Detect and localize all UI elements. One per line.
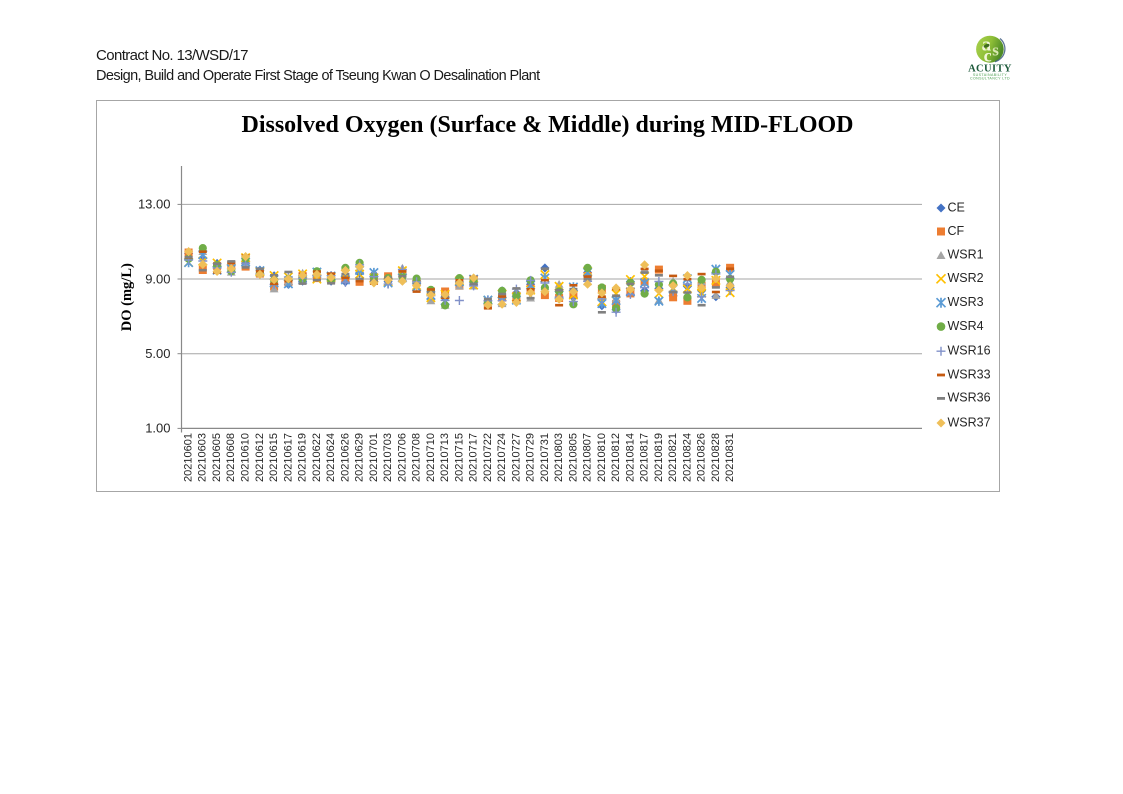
svg-text:20210610: 20210610 — [240, 433, 252, 482]
svg-text:20210706: 20210706 — [396, 433, 408, 482]
svg-text:CF: CF — [948, 224, 965, 238]
svg-text:20210701: 20210701 — [368, 433, 380, 482]
svg-text:WSR33: WSR33 — [948, 367, 991, 381]
svg-text:WSR16: WSR16 — [948, 343, 991, 357]
svg-text:20210814: 20210814 — [624, 433, 636, 482]
svg-text:WSR3: WSR3 — [948, 295, 984, 309]
svg-text:20210729: 20210729 — [525, 433, 537, 482]
svg-text:20210803: 20210803 — [553, 433, 565, 482]
svg-text:CONSULTANCY LTD: CONSULTANCY LTD — [970, 77, 1010, 81]
svg-text:20210603: 20210603 — [197, 433, 209, 482]
svg-text:20210731: 20210731 — [539, 433, 551, 482]
svg-text:WSR2: WSR2 — [948, 271, 984, 285]
svg-text:20210810: 20210810 — [596, 433, 608, 482]
svg-text:20210828: 20210828 — [710, 433, 722, 482]
svg-text:20210724: 20210724 — [496, 433, 508, 482]
svg-text:WSR1: WSR1 — [948, 247, 984, 261]
svg-text:20210626: 20210626 — [339, 433, 351, 482]
svg-text:20210807: 20210807 — [582, 433, 594, 482]
svg-text:20210805: 20210805 — [567, 433, 579, 482]
svg-text:WSR36: WSR36 — [948, 391, 991, 405]
svg-text:20210812: 20210812 — [610, 433, 622, 482]
svg-text:20210708: 20210708 — [411, 433, 423, 482]
svg-text:20210629: 20210629 — [354, 433, 366, 482]
svg-text:s: s — [992, 41, 999, 60]
svg-text:20210622: 20210622 — [311, 433, 323, 482]
svg-text:WSR37: WSR37 — [948, 415, 991, 429]
svg-text:20210715: 20210715 — [453, 433, 465, 482]
svg-text:13.00: 13.00 — [138, 197, 171, 212]
svg-text:SUSTAINABILITY: SUSTAINABILITY — [973, 73, 1007, 77]
svg-text:20210817: 20210817 — [639, 433, 651, 482]
svg-text:20210824: 20210824 — [681, 433, 693, 482]
svg-text:20210624: 20210624 — [325, 433, 337, 482]
svg-text:20210713: 20210713 — [439, 433, 451, 482]
svg-text:20210831: 20210831 — [724, 433, 736, 482]
svg-text:20210722: 20210722 — [482, 433, 494, 482]
svg-text:1.00: 1.00 — [145, 421, 170, 436]
svg-text:c: c — [984, 46, 992, 66]
svg-text:CE: CE — [948, 200, 965, 214]
svg-text:9.00: 9.00 — [145, 271, 170, 286]
svg-text:20210615: 20210615 — [268, 433, 280, 482]
svg-text:20210717: 20210717 — [468, 433, 480, 482]
svg-text:20210703: 20210703 — [382, 433, 394, 482]
svg-text:DO (mg/L): DO (mg/L) — [119, 263, 135, 331]
svg-text:20210826: 20210826 — [696, 433, 708, 482]
svg-text:WSR4: WSR4 — [948, 319, 984, 333]
svg-text:20210819: 20210819 — [653, 433, 665, 482]
svg-text:20210612: 20210612 — [254, 433, 266, 482]
svg-text:ACUITY: ACUITY — [968, 64, 1012, 75]
svg-text:20210601: 20210601 — [183, 433, 195, 482]
svg-text:5.00: 5.00 — [145, 346, 170, 361]
svg-text:20210619: 20210619 — [297, 433, 309, 482]
svg-text:20210605: 20210605 — [211, 433, 223, 482]
svg-text:20210608: 20210608 — [225, 433, 237, 482]
svg-text:20210821: 20210821 — [667, 433, 679, 482]
svg-text:20210710: 20210710 — [425, 433, 437, 482]
svg-text:20210617: 20210617 — [282, 433, 294, 482]
svg-text:20210727: 20210727 — [510, 433, 522, 482]
